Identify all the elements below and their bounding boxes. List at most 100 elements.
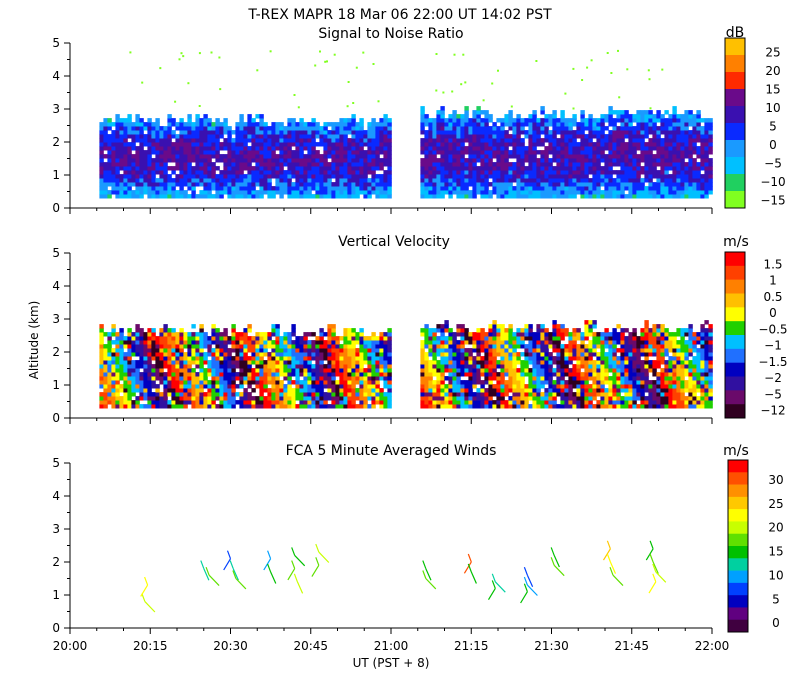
- echo-cell: [480, 364, 485, 369]
- echo-cell: [243, 182, 248, 187]
- echo-cell: [452, 142, 457, 147]
- echo-cell: [263, 182, 268, 187]
- echo-cell: [119, 130, 124, 135]
- echo-cell: [464, 162, 469, 167]
- echo-cell: [564, 404, 569, 409]
- echo-cell: [179, 368, 184, 373]
- echo-cell: [500, 170, 505, 175]
- echo-cell: [424, 194, 429, 199]
- echo-cell: [684, 190, 689, 195]
- echo-cell: [123, 352, 128, 357]
- echo-cell: [440, 174, 445, 179]
- echo-cell: [560, 186, 565, 191]
- echo-cell: [564, 384, 569, 389]
- echo-cell: [159, 170, 164, 175]
- echo-cell: [119, 162, 124, 167]
- echo-cell: [596, 182, 601, 187]
- echo-cell: [532, 174, 537, 179]
- echo-cell: [327, 154, 332, 159]
- echo-cell: [359, 182, 364, 187]
- echo-cell: [672, 186, 677, 191]
- echo-cell: [428, 368, 433, 373]
- echo-cell: [488, 158, 493, 163]
- echo-cell: [271, 122, 276, 127]
- echo-cell: [283, 348, 288, 353]
- echo-cell: [279, 190, 284, 195]
- echo-cell: [347, 372, 352, 377]
- echo-cell: [223, 174, 228, 179]
- echo-cell: [580, 190, 585, 195]
- echo-cell: [688, 154, 693, 159]
- echo-cell: [187, 352, 192, 357]
- echo-cell: [616, 114, 621, 119]
- echo-cell: [119, 384, 124, 389]
- echo-cell: [660, 126, 665, 131]
- echo-cell: [600, 194, 605, 199]
- echo-cell: [436, 384, 441, 389]
- echo-cell: [355, 138, 360, 143]
- echo-cell: [588, 146, 593, 151]
- echo-cell: [488, 364, 493, 369]
- echo-cell: [383, 360, 388, 365]
- echo-cell: [367, 364, 372, 369]
- echo-cell: [664, 182, 669, 187]
- echo-cell: [632, 114, 637, 119]
- echo-cell: [295, 134, 300, 139]
- echo-cell: [636, 114, 641, 119]
- echo-cell: [171, 356, 176, 361]
- echo-cell: [652, 194, 657, 199]
- noise-dot: [372, 63, 375, 65]
- echo-cell: [211, 142, 216, 147]
- echo-cell: [331, 150, 336, 155]
- echo-cell: [556, 384, 561, 389]
- echo-cell: [271, 186, 276, 191]
- echo-cell: [331, 122, 336, 127]
- echo-cell: [187, 376, 192, 381]
- echo-cell: [135, 154, 140, 159]
- echo-cell: [371, 170, 376, 175]
- echo-cell: [520, 344, 525, 349]
- echo-cell: [247, 190, 252, 195]
- echo-cell: [259, 146, 264, 151]
- echo-cell: [139, 340, 144, 345]
- echo-cell: [436, 376, 441, 381]
- echo-cell: [387, 150, 392, 155]
- echo-cell: [239, 194, 244, 199]
- echo-cell: [472, 404, 477, 409]
- echo-cell: [203, 396, 208, 401]
- echo-cell: [107, 194, 112, 199]
- echo-cell: [179, 142, 184, 147]
- echo-cell: [680, 166, 685, 171]
- echo-cell: [548, 388, 553, 393]
- echo-cell: [195, 194, 200, 199]
- echo-cell: [359, 392, 364, 397]
- echo-cell: [179, 122, 184, 127]
- echo-cell: [171, 122, 176, 127]
- echo-cell: [355, 356, 360, 361]
- echo-cell: [488, 348, 493, 353]
- echo-cell: [544, 146, 549, 151]
- echo-cell: [351, 162, 356, 167]
- echo-cell: [383, 150, 388, 155]
- echo-cell: [580, 146, 585, 151]
- echo-cell: [440, 186, 445, 191]
- echo-cell: [191, 158, 196, 163]
- echo-cell: [580, 150, 585, 155]
- echo-cell: [327, 178, 332, 183]
- echo-cell: [616, 126, 621, 131]
- echo-cell: [227, 396, 232, 401]
- echo-cell: [504, 190, 509, 195]
- echo-cell: [536, 166, 541, 171]
- echo-cell: [484, 134, 489, 139]
- echo-cell: [311, 154, 316, 159]
- echo-cell: [544, 186, 549, 191]
- echo-cell: [283, 356, 288, 361]
- echo-cell: [111, 170, 116, 175]
- echo-cell: [239, 352, 244, 357]
- echo-cell: [383, 182, 388, 187]
- echo-cell: [255, 182, 260, 187]
- echo-cell: [183, 396, 188, 401]
- echo-cell: [608, 146, 613, 151]
- echo-cell: [379, 158, 384, 163]
- echo-cell: [219, 384, 224, 389]
